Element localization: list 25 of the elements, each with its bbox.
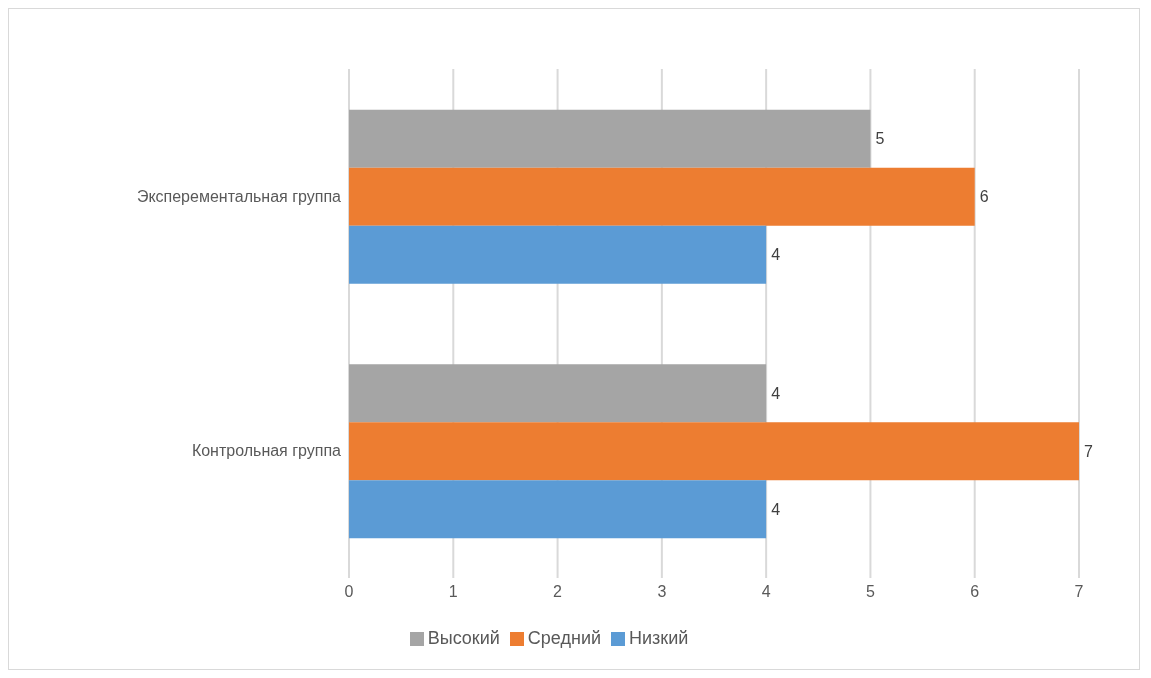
y-tick-label: Контрольная группа — [191, 442, 342, 460]
data-label: 4 — [771, 500, 781, 518]
x-tick-label: 2 — [553, 583, 563, 601]
y-tick-label: Эксперементальная группа — [136, 187, 342, 205]
legend-label: Средний — [527, 628, 602, 648]
x-tick-label: 5 — [865, 583, 875, 601]
data-label: 5 — [875, 130, 885, 148]
x-tick-label: 3 — [657, 583, 667, 601]
x-tick-label: 0 — [344, 583, 354, 601]
bar — [349, 225, 767, 284]
x-tick-label: 6 — [970, 583, 980, 601]
bar — [349, 167, 975, 226]
bar — [349, 364, 767, 423]
legend-label: Высокий — [427, 628, 500, 648]
data-label: 4 — [771, 246, 781, 264]
data-label: 7 — [1084, 442, 1093, 460]
bar — [349, 109, 871, 168]
bar — [349, 422, 1079, 481]
x-tick-label: 7 — [1074, 583, 1084, 601]
x-tick-label: 1 — [448, 583, 458, 601]
x-tick-label: 4 — [761, 583, 771, 601]
bar — [349, 480, 767, 539]
legend-label: Низкий — [629, 628, 689, 648]
data-label: 4 — [771, 384, 781, 402]
data-label: 6 — [979, 188, 989, 206]
